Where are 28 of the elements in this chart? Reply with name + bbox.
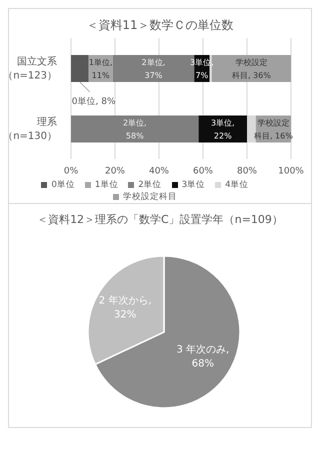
data-label: 2 年次から, 32% <box>98 294 152 320</box>
legend-label: 学校設定科目 <box>123 192 177 202</box>
data-label: 3単位, 22% <box>210 118 235 140</box>
y-tick-label: 国立文系（n=123） <box>3 55 57 82</box>
chart-title: ＜資料11＞数学Ｃの単位数 <box>85 17 235 34</box>
legend-label: 4単位 <box>225 180 249 190</box>
x-tick-label: 40% <box>148 166 170 176</box>
data-label: 1単位, 11% <box>88 58 113 80</box>
x-tick-label: 0% <box>64 166 79 176</box>
chart-title: ＜資料12＞理系の「数学C」設置学年（n=109） <box>36 212 284 227</box>
legend-label: 2単位 <box>138 180 162 190</box>
x-tick-label: 60% <box>192 166 214 176</box>
data-label: 3 年次のみ, 68% <box>176 344 230 370</box>
x-tick-label: 20% <box>104 166 126 176</box>
legend-label: 1単位 <box>94 180 118 190</box>
bar <box>71 54 89 82</box>
data-label: 2単位, 37% <box>142 58 166 80</box>
y-tick-label: 理系（n=130） <box>3 116 57 142</box>
legend-label: 3単位 <box>182 180 206 190</box>
data-label: 学校設定科目, 36% <box>232 58 272 80</box>
data-label: 0単位, 8% <box>72 96 116 107</box>
data-label: 2単位, 58% <box>122 118 147 140</box>
x-tick-label: 100% <box>278 166 304 176</box>
bar <box>112 54 194 82</box>
bar <box>71 115 199 142</box>
legend-label: 0単位 <box>51 180 75 190</box>
x-tick-label: 80% <box>236 166 258 176</box>
bar <box>198 115 247 142</box>
